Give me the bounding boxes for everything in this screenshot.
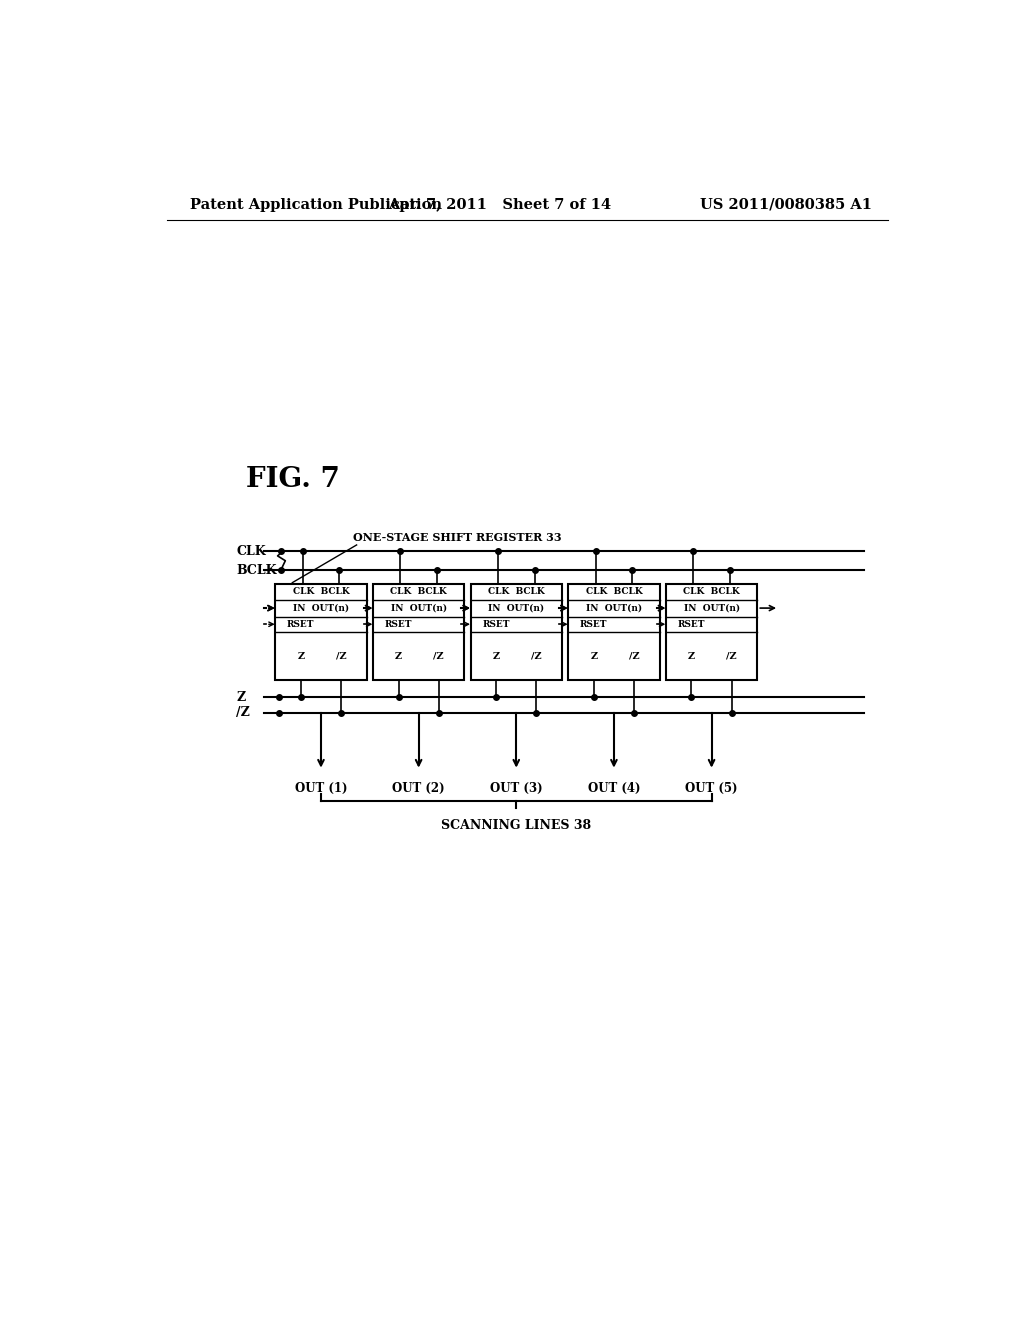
Bar (373, 585, 464, 681)
Text: CLK  BCLK: CLK BCLK (586, 587, 642, 597)
Text: RSET: RSET (287, 620, 314, 628)
Bar (275, 585, 367, 681)
Text: OUT (1): OUT (1) (295, 781, 347, 795)
Text: US 2011/0080385 A1: US 2011/0080385 A1 (700, 198, 872, 211)
Text: OUT (2): OUT (2) (392, 781, 445, 795)
Text: Z: Z (395, 652, 402, 661)
Bar (666, 585, 758, 681)
Text: CLK  BCLK: CLK BCLK (683, 587, 740, 597)
Text: Z: Z (688, 652, 695, 661)
Text: IN  OUT(n): IN OUT(n) (293, 603, 349, 612)
Text: CLK: CLK (237, 545, 266, 557)
Text: Z: Z (237, 690, 246, 704)
Text: RSET: RSET (678, 620, 705, 628)
Text: CLK  BCLK: CLK BCLK (390, 587, 447, 597)
Text: CLK  BCLK: CLK BCLK (487, 587, 545, 597)
Text: Z: Z (297, 652, 304, 661)
Text: CLK  BCLK: CLK BCLK (293, 587, 349, 597)
Text: /Z: /Z (336, 652, 346, 661)
Text: BCLK: BCLK (237, 564, 278, 577)
Text: RSET: RSET (580, 620, 607, 628)
Text: SCANNING LINES 38: SCANNING LINES 38 (441, 818, 591, 832)
Text: /Z: /Z (237, 706, 251, 719)
Text: Patent Application Publication: Patent Application Publication (190, 198, 442, 211)
Bar (471, 585, 562, 681)
Text: RSET: RSET (482, 620, 510, 628)
Text: IN  OUT(n): IN OUT(n) (683, 603, 739, 612)
Text: IN  OUT(n): IN OUT(n) (488, 603, 545, 612)
Text: Z: Z (590, 652, 597, 661)
Text: OUT (4): OUT (4) (588, 781, 640, 795)
Bar (568, 585, 659, 681)
Text: OUT (3): OUT (3) (489, 781, 543, 795)
Text: /Z: /Z (433, 652, 444, 661)
Text: /Z: /Z (531, 652, 542, 661)
Text: /Z: /Z (629, 652, 639, 661)
Text: RSET: RSET (385, 620, 412, 628)
Text: IN  OUT(n): IN OUT(n) (390, 603, 446, 612)
Text: FIG. 7: FIG. 7 (246, 466, 340, 494)
Text: OUT (5): OUT (5) (685, 781, 738, 795)
Text: ONE-STAGE SHIFT REGISTER 33: ONE-STAGE SHIFT REGISTER 33 (352, 532, 561, 544)
Text: Apr. 7, 2011   Sheet 7 of 14: Apr. 7, 2011 Sheet 7 of 14 (388, 198, 611, 211)
Text: IN  OUT(n): IN OUT(n) (586, 603, 642, 612)
Text: /Z: /Z (726, 652, 737, 661)
Text: Z: Z (493, 652, 500, 661)
